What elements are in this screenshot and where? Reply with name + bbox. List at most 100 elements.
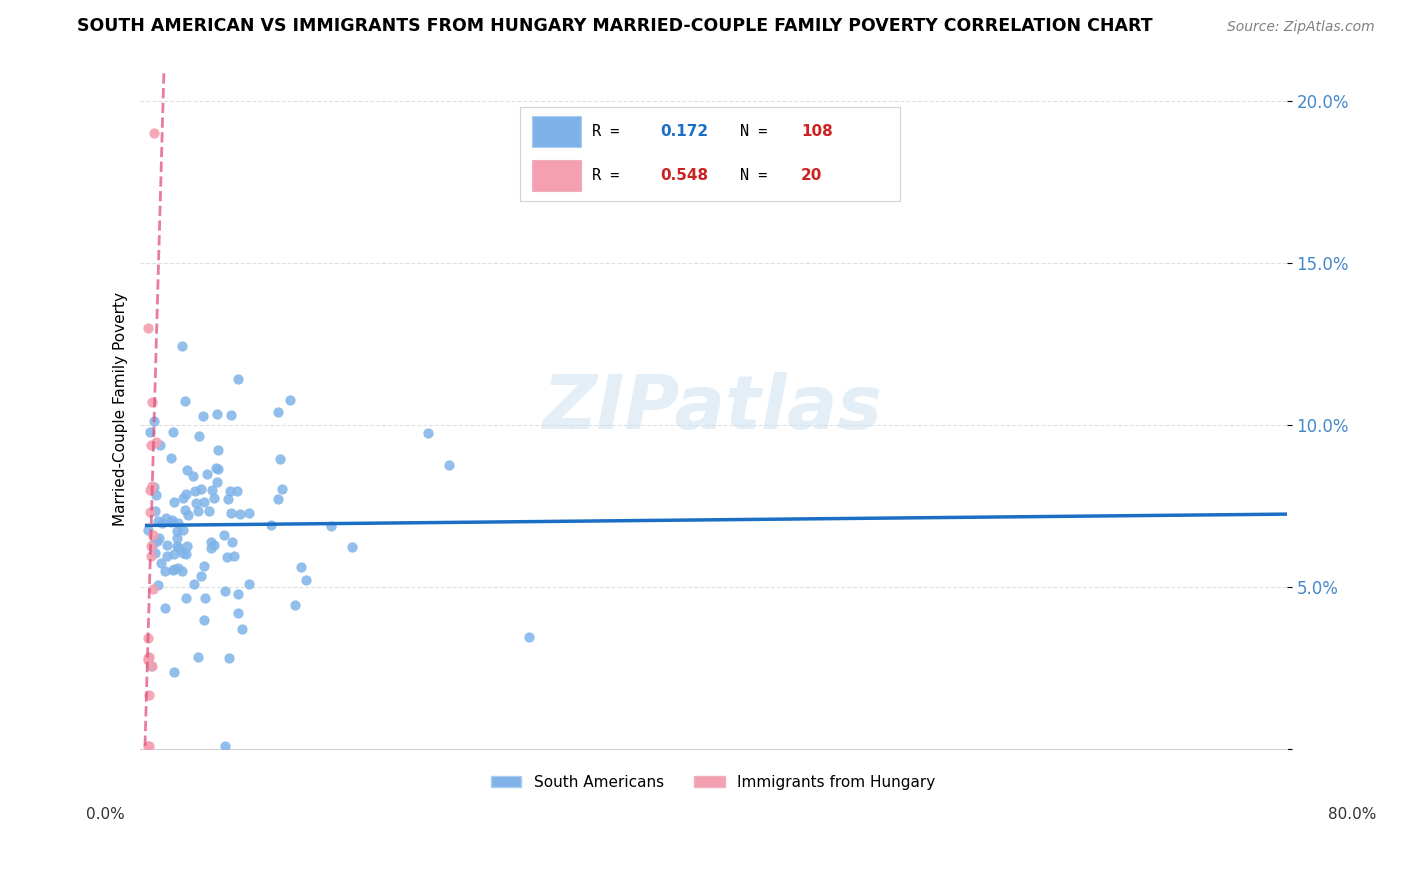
Point bbox=[214, 739, 236, 754]
Point bbox=[202, 491, 225, 506]
Point bbox=[269, 452, 291, 467]
Point bbox=[186, 496, 208, 510]
Point bbox=[136, 651, 159, 665]
Point bbox=[153, 601, 176, 615]
Point bbox=[148, 578, 170, 592]
Point bbox=[174, 591, 197, 605]
Point bbox=[172, 524, 194, 538]
Point bbox=[166, 532, 188, 546]
Point bbox=[163, 494, 186, 508]
Point bbox=[139, 539, 162, 553]
Point bbox=[177, 508, 200, 522]
Point bbox=[174, 547, 197, 561]
Point bbox=[519, 631, 541, 645]
Point bbox=[238, 506, 260, 520]
Point bbox=[142, 527, 165, 541]
Point bbox=[149, 438, 172, 452]
Point bbox=[231, 622, 253, 636]
Point bbox=[201, 483, 224, 497]
Point bbox=[141, 478, 163, 492]
Point bbox=[136, 653, 159, 667]
Point bbox=[267, 405, 290, 419]
Point bbox=[136, 321, 159, 335]
Point bbox=[163, 561, 186, 575]
Point bbox=[260, 518, 283, 533]
Point bbox=[139, 658, 162, 673]
Point bbox=[207, 461, 229, 475]
Point bbox=[186, 650, 208, 665]
Text: SOUTH AMERICAN VS IMMIGRANTS FROM HUNGARY MARRIED-COUPLE FAMILY POVERTY CORRELAT: SOUTH AMERICAN VS IMMIGRANTS FROM HUNGAR… bbox=[77, 17, 1153, 35]
Point bbox=[176, 539, 198, 553]
Point bbox=[174, 503, 197, 517]
Point bbox=[138, 688, 160, 702]
Point bbox=[270, 482, 292, 496]
Bar bbox=[531, 161, 581, 191]
Point bbox=[150, 556, 173, 570]
Point bbox=[143, 546, 166, 560]
Point bbox=[139, 483, 162, 497]
Point bbox=[142, 414, 165, 428]
Point bbox=[155, 510, 177, 524]
Point bbox=[145, 488, 167, 502]
Text: R =: R = bbox=[592, 169, 620, 184]
Point bbox=[139, 438, 162, 452]
Point bbox=[342, 540, 364, 554]
Point bbox=[218, 651, 240, 665]
Bar bbox=[531, 116, 581, 147]
Point bbox=[418, 426, 440, 441]
Text: 0.172: 0.172 bbox=[661, 124, 709, 139]
Point bbox=[215, 549, 238, 564]
Point bbox=[183, 577, 205, 591]
Point bbox=[172, 491, 194, 506]
Point bbox=[226, 587, 249, 601]
Text: 80.0%: 80.0% bbox=[1329, 807, 1376, 822]
Point bbox=[190, 569, 212, 583]
Point bbox=[214, 584, 236, 599]
Point bbox=[160, 515, 183, 529]
Point bbox=[142, 582, 165, 597]
Point bbox=[187, 504, 209, 518]
Point bbox=[278, 392, 301, 407]
Point bbox=[200, 534, 222, 549]
Point bbox=[138, 650, 160, 665]
Point bbox=[200, 541, 222, 555]
Point bbox=[321, 518, 343, 533]
Text: R =: R = bbox=[592, 124, 620, 139]
Point bbox=[167, 561, 190, 575]
Point bbox=[172, 546, 194, 560]
Point bbox=[136, 739, 159, 754]
Point bbox=[167, 516, 190, 530]
Point bbox=[162, 425, 184, 440]
Point bbox=[222, 549, 245, 564]
Point bbox=[142, 480, 165, 494]
Point bbox=[150, 516, 173, 530]
Point bbox=[174, 487, 197, 501]
Point bbox=[145, 534, 167, 549]
Text: N =: N = bbox=[741, 169, 768, 184]
Point bbox=[148, 514, 170, 528]
Point bbox=[226, 372, 249, 386]
Text: 0.0%: 0.0% bbox=[86, 807, 125, 822]
Point bbox=[193, 495, 215, 509]
Point bbox=[142, 537, 165, 551]
Point bbox=[228, 508, 250, 522]
Point bbox=[183, 469, 205, 483]
Text: 20: 20 bbox=[801, 169, 823, 184]
Point bbox=[139, 425, 162, 440]
Point bbox=[190, 483, 212, 497]
Point bbox=[141, 395, 163, 409]
Point bbox=[202, 538, 225, 552]
Point bbox=[166, 524, 188, 539]
Point bbox=[205, 461, 228, 475]
Point bbox=[194, 591, 217, 605]
Point bbox=[221, 506, 243, 520]
Point bbox=[219, 483, 242, 498]
Text: Source: ZipAtlas.com: Source: ZipAtlas.com bbox=[1227, 21, 1375, 34]
Text: N =: N = bbox=[741, 124, 768, 139]
Point bbox=[221, 534, 243, 549]
Point bbox=[163, 665, 186, 680]
Text: ZIPatlas: ZIPatlas bbox=[543, 373, 883, 445]
Point bbox=[136, 523, 159, 537]
Point bbox=[153, 564, 176, 578]
Point bbox=[193, 558, 215, 573]
